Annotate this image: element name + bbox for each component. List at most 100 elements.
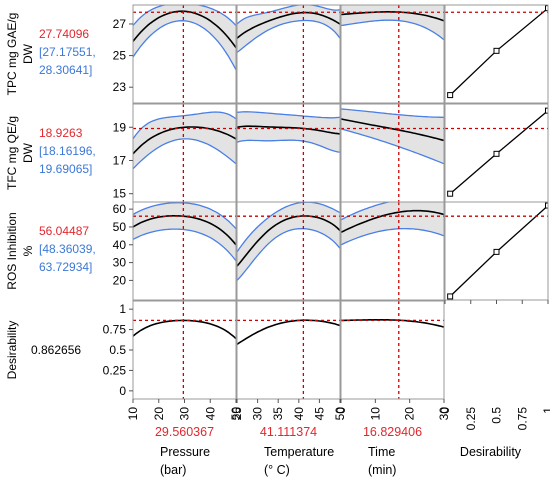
panel-content bbox=[341, 301, 444, 399]
panel-frame bbox=[236, 300, 341, 400]
panel-frame bbox=[132, 4, 237, 104]
profile-panel bbox=[444, 201, 549, 301]
profile-panel bbox=[236, 201, 341, 301]
y-tick-label: 30 bbox=[113, 256, 127, 270]
lower-ci-line bbox=[341, 128, 444, 165]
x-tick-label: 10 bbox=[126, 407, 140, 421]
factor-unit: (min) bbox=[368, 463, 396, 477]
response-label: TFC mg QE/g bbox=[5, 116, 19, 190]
y-tick-label: 25 bbox=[113, 49, 127, 63]
x-tick-label: 45 bbox=[312, 407, 326, 421]
desirability-handle bbox=[447, 190, 454, 197]
predicted-value: 18.9263 bbox=[39, 126, 83, 140]
x-tick-label: 30 bbox=[251, 407, 265, 421]
response-label-unit: % bbox=[21, 245, 35, 256]
factor-name: Pressure bbox=[160, 445, 210, 459]
prediction-trace bbox=[133, 215, 236, 246]
desirability-handle bbox=[447, 92, 454, 99]
confidence-interval-high: 28.30641] bbox=[39, 63, 92, 77]
panel-content bbox=[133, 202, 236, 300]
factor-unit: (° C) bbox=[264, 463, 290, 477]
y-tick-label: 20 bbox=[113, 273, 127, 287]
y-tick-label: 0.25 bbox=[103, 363, 127, 377]
x-tick-label: 0.5 bbox=[490, 407, 504, 424]
prediction-trace bbox=[237, 215, 340, 267]
x-tick-label: 0 bbox=[438, 407, 452, 414]
y-tick-label: 0.75 bbox=[103, 323, 127, 337]
confidence-interval-low: [48.36039, bbox=[39, 242, 96, 256]
desirability-handle bbox=[545, 5, 548, 12]
response-label: ROS Inhibition bbox=[5, 212, 19, 289]
predicted-value: 56.04487 bbox=[39, 224, 89, 238]
confidence-band bbox=[237, 5, 340, 53]
x-tick-label: 50 bbox=[229, 407, 243, 421]
profile-panel bbox=[444, 4, 549, 104]
panel-frame bbox=[132, 300, 237, 400]
lower-ci-line bbox=[133, 20, 236, 71]
x-tick-label: 10 bbox=[368, 407, 382, 421]
lower-ci-line bbox=[237, 19, 340, 53]
panel-content bbox=[237, 104, 340, 202]
desirability-handle bbox=[545, 202, 548, 209]
confidence-band bbox=[341, 5, 444, 40]
profile-panel bbox=[340, 4, 445, 104]
y-tick-label: 19 bbox=[113, 120, 127, 134]
x-tick-label: 20 bbox=[403, 407, 417, 421]
panel-frame bbox=[444, 4, 549, 104]
x-tick-label: 0.75 bbox=[515, 407, 529, 431]
x-tick-label: 40 bbox=[292, 407, 306, 421]
x-tick-label: 1 bbox=[541, 407, 550, 414]
confidence-band bbox=[341, 109, 444, 164]
lower-ci-line bbox=[237, 227, 340, 281]
profile-panel bbox=[340, 201, 445, 301]
factor-name: Time bbox=[368, 445, 395, 459]
x-tick-label: 35 bbox=[271, 407, 285, 421]
y-tick-label: 0.5 bbox=[109, 343, 126, 357]
y-tick-label: 0 bbox=[119, 384, 126, 398]
prediction-trace bbox=[133, 10, 236, 49]
panel-content bbox=[237, 301, 340, 399]
y-tick-label: 50 bbox=[113, 220, 127, 234]
confidence-band bbox=[237, 202, 340, 281]
confidence-interval-low: [18.16196, bbox=[39, 144, 96, 158]
prediction-trace bbox=[341, 118, 444, 142]
profile-panel bbox=[132, 103, 237, 203]
y-tick-label: 15 bbox=[113, 187, 127, 201]
lower-ci-line bbox=[133, 138, 236, 170]
panel-frame bbox=[340, 201, 445, 301]
upper-ci-line bbox=[133, 111, 236, 140]
confidence-interval-low: [27.17551, bbox=[39, 45, 96, 59]
profile-panel bbox=[444, 103, 549, 203]
prediction-trace bbox=[237, 125, 340, 135]
confidence-band bbox=[133, 112, 236, 169]
prediction-trace bbox=[133, 319, 236, 340]
lower-ci-line bbox=[341, 19, 444, 41]
desirability-handle bbox=[493, 248, 500, 255]
panel-content bbox=[445, 5, 548, 99]
y-tick-label: 40 bbox=[113, 238, 127, 252]
response-label: Desirability bbox=[5, 321, 19, 380]
response-label-unit: DW bbox=[21, 142, 35, 163]
upper-ci-line bbox=[341, 202, 392, 221]
panel-frame bbox=[236, 201, 341, 301]
panel-content bbox=[237, 202, 340, 300]
panel-content bbox=[341, 202, 444, 300]
predicted-value: 27.74096 bbox=[39, 27, 89, 41]
confidence-interval-high: 63.72934] bbox=[39, 260, 92, 274]
x-tick-label: 30 bbox=[437, 407, 451, 421]
panel-content bbox=[237, 5, 340, 103]
profile-panel bbox=[132, 300, 237, 400]
desirability-handle bbox=[447, 293, 454, 300]
panel-content bbox=[133, 5, 236, 103]
upper-ci-line bbox=[341, 108, 444, 118]
prediction-trace bbox=[341, 318, 444, 328]
profile-panel bbox=[340, 300, 445, 400]
profile-panel bbox=[132, 201, 237, 301]
confidence-band bbox=[237, 111, 340, 153]
x-tick-label: 40 bbox=[203, 407, 217, 421]
response-label-unit: DW bbox=[21, 43, 35, 64]
prediction-trace bbox=[341, 209, 444, 234]
factor-current-value: 16.829406 bbox=[363, 425, 422, 439]
y-tick-label: 23 bbox=[113, 80, 127, 94]
upper-ci-line bbox=[133, 202, 236, 230]
